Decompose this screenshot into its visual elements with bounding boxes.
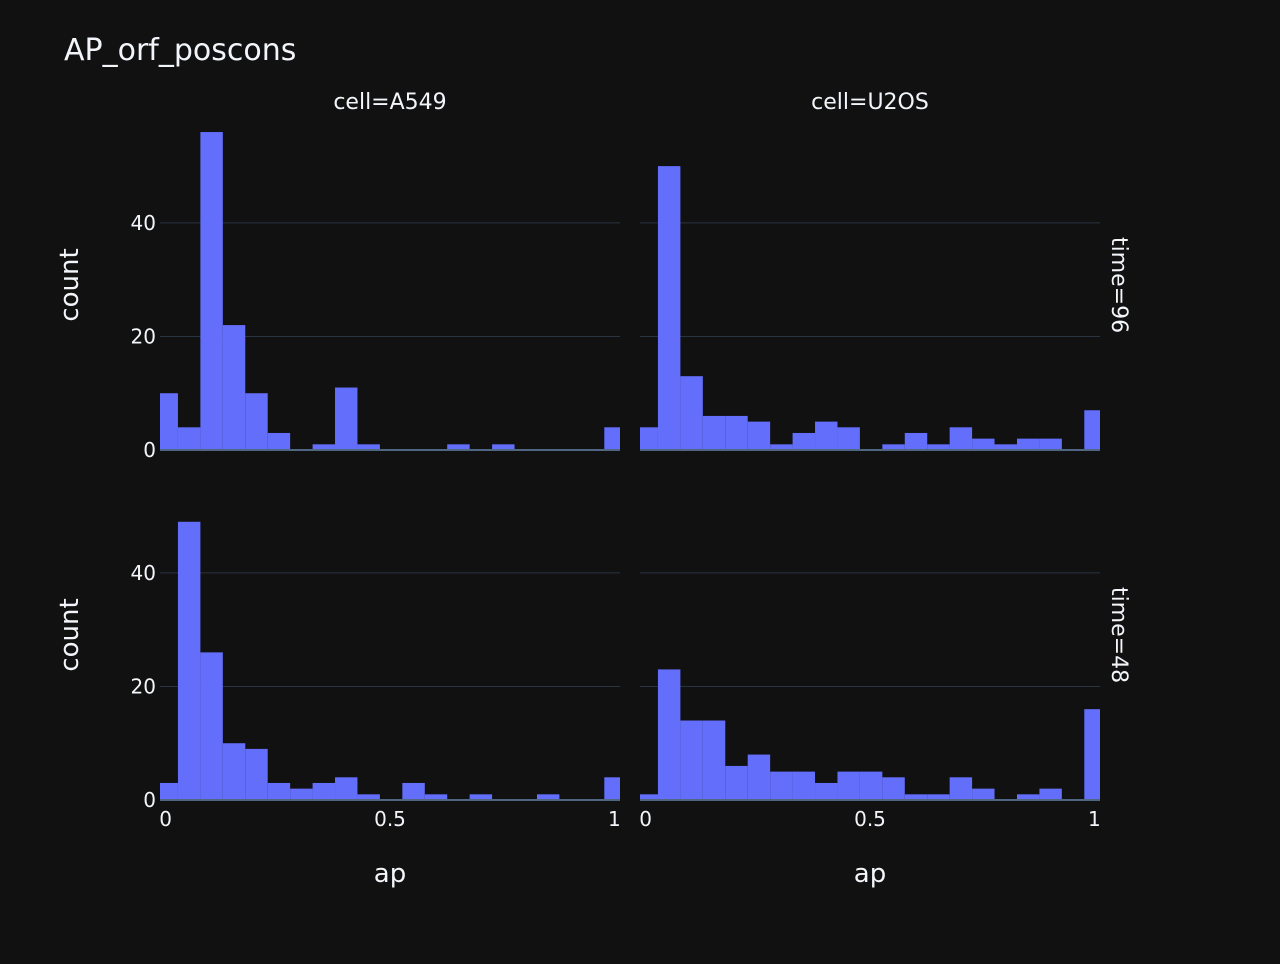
col-label-a549: cell=A549 (333, 90, 446, 115)
chart-title: AP_orf_poscons (64, 33, 296, 68)
ytick-label-a549-t48-40: 40 (131, 561, 156, 585)
bar-u2os-t48-8 (815, 782, 838, 800)
xtick-label-a549-t48-0: 0 (159, 807, 172, 831)
bar-u2os-t96-7 (792, 432, 816, 450)
bar-u2os-t96-16 (994, 444, 1017, 450)
bar-u2os-t96-4 (725, 415, 748, 450)
bar-u2os-t96-1 (657, 166, 681, 451)
bar-a549-t48-3 (222, 743, 246, 800)
y-axis-title-bottom: count (55, 598, 85, 671)
bar-u2os-t48-7 (792, 771, 816, 800)
bar-a549-t96-0 (160, 393, 178, 450)
xtick-label-u2os-t48-1: 0.5 (854, 807, 886, 831)
bar-u2os-t48-20 (1084, 709, 1100, 800)
bar-a549-t48-6 (290, 788, 313, 800)
bar-a549-t96-5 (267, 432, 291, 450)
bar-u2os-t96-8 (815, 421, 838, 450)
bar-u2os-t96-5 (747, 421, 771, 450)
xtick-label-a549-t48-2: 1 (608, 807, 621, 831)
bar-a549-t96-13 (447, 444, 470, 450)
bar-a549-t48-8 (335, 777, 358, 800)
bar-a549-t96-9 (357, 444, 380, 450)
bar-u2os-t48-3 (702, 720, 726, 800)
bar-u2os-t96-20 (1084, 410, 1100, 450)
bar-u2os-t96-2 (680, 376, 703, 450)
row-label-time48: time=48 (1106, 587, 1131, 683)
bar-a549-t48-9 (357, 794, 380, 800)
bar-u2os-t48-4 (725, 765, 748, 800)
bar-a549-t96-8 (335, 387, 358, 450)
bar-a549-t48-0 (160, 782, 178, 800)
bar-u2os-t48-18 (1039, 788, 1062, 800)
bar-u2os-t48-13 (927, 794, 950, 800)
bar-u2os-t96-12 (904, 432, 928, 450)
row-label-time96: time=96 (1106, 237, 1131, 333)
bar-a549-t48-17 (536, 794, 560, 800)
xtick-label-u2os-t48-0: 0 (639, 807, 652, 831)
bar-u2os-t96-0 (640, 427, 658, 450)
bar-u2os-t96-18 (1039, 438, 1062, 450)
col-label-u2os: cell=U2OS (811, 90, 929, 115)
bar-u2os-t48-12 (904, 794, 928, 800)
x-axis-title-left: ap (374, 859, 406, 889)
bar-u2os-t48-9 (837, 771, 860, 800)
bar-u2os-t96-15 (972, 438, 995, 450)
bar-u2os-t48-10 (859, 771, 883, 800)
bar-u2os-t48-0 (640, 794, 658, 800)
bar-a549-t48-1 (177, 521, 201, 800)
bar-a549-t96-3 (222, 325, 246, 450)
bar-a549-t48-11 (402, 782, 425, 800)
bar-a549-t96-20 (604, 427, 620, 450)
bar-a549-t48-14 (469, 794, 493, 800)
bar-u2os-t48-11 (882, 777, 905, 800)
bar-a549-t96-7 (312, 444, 336, 450)
ytick-label-a549-t96-40: 40 (131, 211, 156, 235)
ytick-label-a549-t48-20: 20 (131, 674, 156, 698)
bar-u2os-t48-15 (972, 788, 995, 800)
bar-u2os-t96-6 (770, 444, 793, 450)
bar-a549-t48-4 (245, 748, 268, 800)
bar-u2os-t96-11 (882, 444, 905, 450)
bar-u2os-t96-9 (837, 427, 860, 450)
y-axis-title-top: count (55, 248, 85, 321)
xtick-label-u2os-t48-2: 1 (1088, 807, 1101, 831)
ytick-label-a549-t96-20: 20 (131, 324, 156, 348)
bar-a549-t48-20 (604, 777, 620, 800)
bar-a549-t96-4 (245, 393, 268, 450)
x-axis-title-right: ap (854, 859, 886, 889)
bar-u2os-t48-5 (747, 754, 771, 800)
bar-a549-t96-2 (200, 132, 223, 450)
ytick-label-a549-t96-0: 0 (143, 438, 156, 462)
bar-a549-t48-7 (312, 782, 336, 800)
bar-a549-t96-15 (492, 444, 515, 450)
bar-u2os-t96-14 (949, 427, 973, 450)
bar-u2os-t96-13 (927, 444, 950, 450)
bar-u2os-t48-6 (770, 771, 793, 800)
bar-a549-t48-2 (200, 652, 223, 800)
bar-a549-t48-5 (267, 782, 291, 800)
bar-a549-t48-12 (424, 794, 448, 800)
xtick-label-a549-t48-1: 0.5 (374, 807, 406, 831)
bar-a549-t96-1 (177, 427, 201, 450)
bar-u2os-t96-17 (1016, 438, 1040, 450)
ytick-label-a549-t48-0: 0 (143, 788, 156, 812)
bar-u2os-t96-3 (702, 415, 726, 450)
bar-u2os-t48-2 (680, 720, 703, 800)
bar-u2os-t48-1 (657, 669, 681, 800)
bar-u2os-t48-17 (1016, 794, 1040, 800)
bar-u2os-t48-14 (949, 777, 973, 800)
